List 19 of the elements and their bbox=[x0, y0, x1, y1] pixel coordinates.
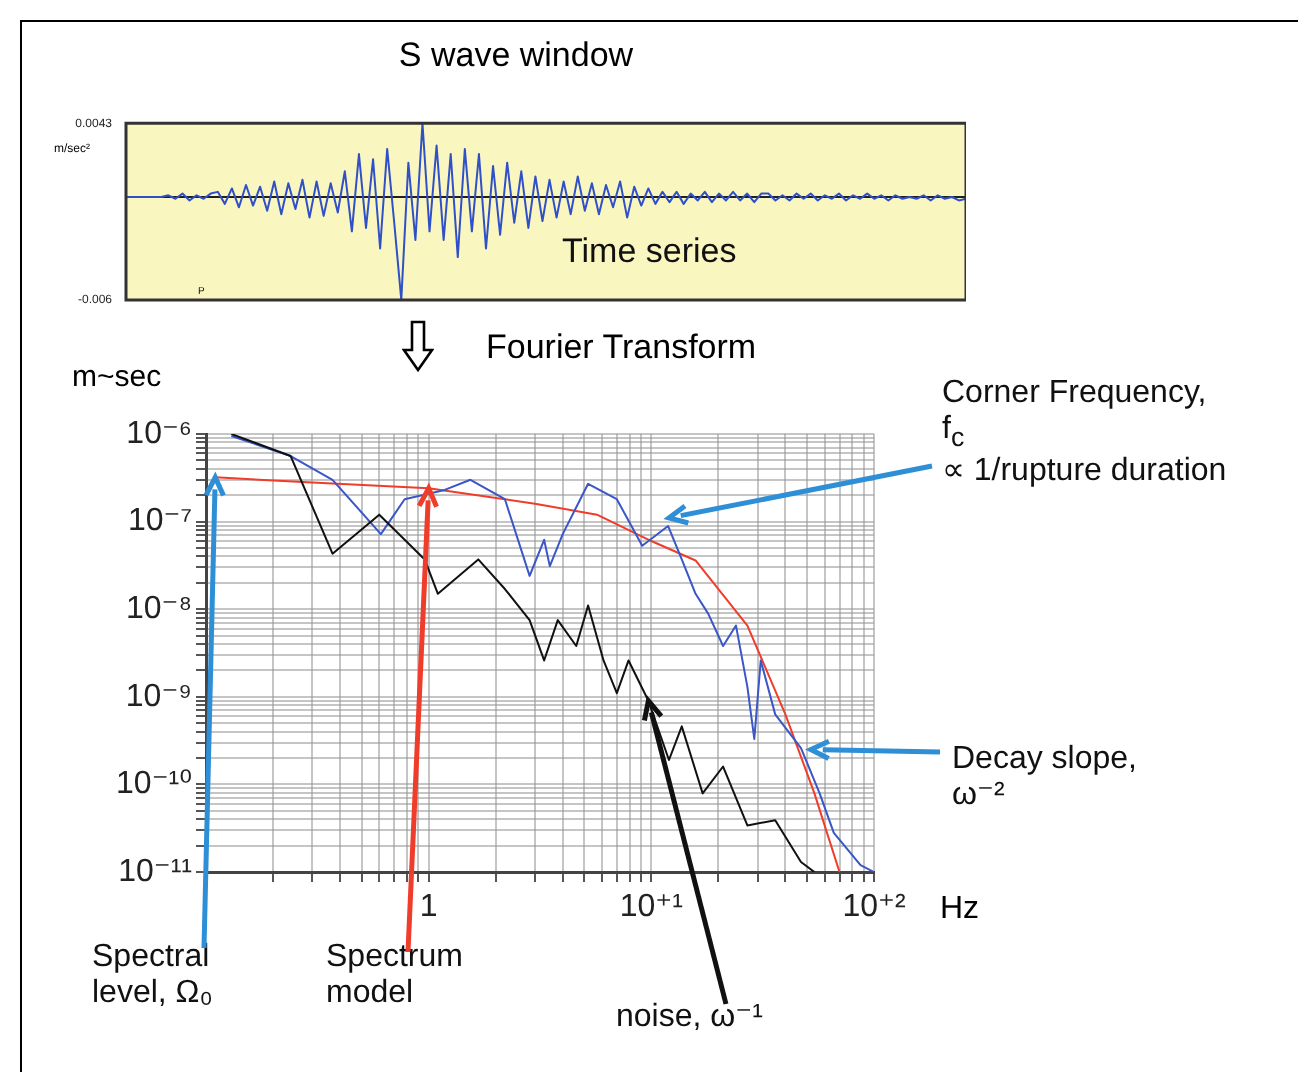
annotation: Time series bbox=[562, 232, 737, 272]
annotation: Spectrum model bbox=[326, 940, 463, 1014]
y-tick-label: 10⁻⁸ bbox=[126, 592, 192, 627]
annotation: Decay slope, ω⁻² bbox=[952, 742, 1137, 816]
x-tick-label: 10⁺¹ bbox=[619, 890, 683, 925]
y-tick-label: 10⁻¹⁰ bbox=[116, 767, 192, 802]
annotation: Corner Frequency, f$_{c}$ ∝ 1/rupture duration bbox=[942, 376, 1227, 491]
y-axis-title: m~sec bbox=[72, 360, 162, 394]
y-tick-label: 10⁻⁷ bbox=[127, 504, 193, 539]
annotation: Spectral level, Ω₀ bbox=[92, 940, 213, 1014]
x-tick-label: 1 bbox=[419, 890, 438, 925]
y-tick-label: 10⁻⁶ bbox=[126, 416, 192, 451]
y-tick-label: 10⁻¹¹ bbox=[118, 854, 192, 889]
chart-title: Fourier Transform bbox=[486, 328, 757, 368]
y-tick-label: 10⁻⁹ bbox=[125, 679, 192, 714]
x-axis-title: Hz bbox=[940, 892, 980, 928]
chart-title: S wave window bbox=[396, 36, 636, 76]
annotation: noise, ω⁻¹ bbox=[616, 1000, 763, 1037]
x-tick-label: 10⁺² bbox=[842, 890, 907, 925]
